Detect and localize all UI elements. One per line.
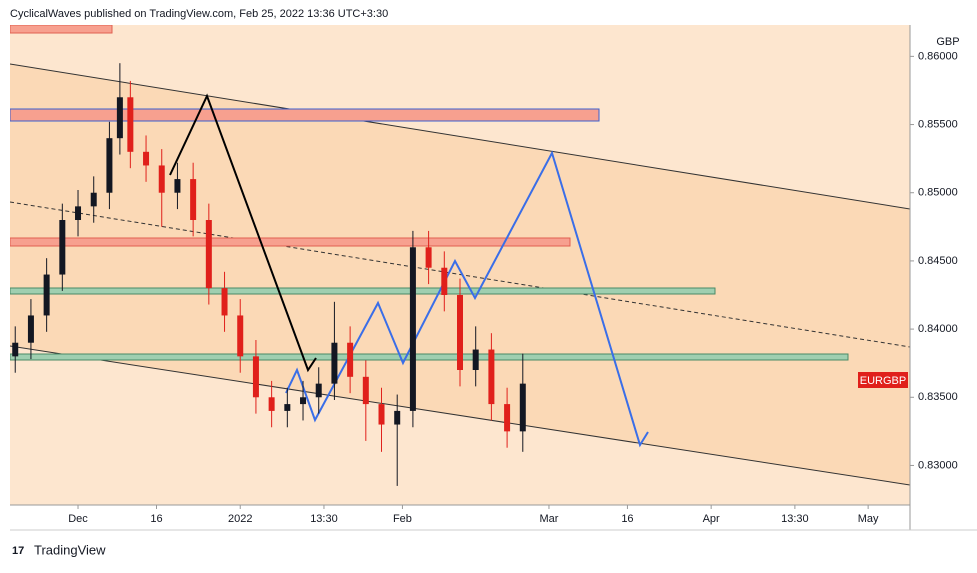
footer: TradingView	[34, 542, 106, 557]
candle-body	[409, 247, 416, 411]
wave-blue	[285, 150, 649, 448]
x-tick-label: Apr	[703, 513, 720, 525]
zone	[10, 108, 600, 122]
candle-body	[90, 192, 97, 207]
symbol-label: EURGBP	[860, 375, 906, 387]
candle-body	[519, 383, 526, 432]
logo: 17	[12, 545, 24, 557]
zone	[10, 25, 113, 34]
x-tick-label: 16	[621, 513, 633, 525]
candle-body	[252, 356, 259, 398]
y-tick-label: 0.84500	[918, 255, 958, 267]
candle-body	[425, 247, 432, 268]
candle-body	[394, 410, 401, 425]
candle-body	[174, 179, 181, 193]
header: CyclicalWaves published on TradingView.c…	[10, 8, 388, 20]
candle-body	[315, 383, 322, 398]
x-tick-label: 13:30	[781, 513, 809, 525]
candle-body	[12, 342, 19, 357]
candle-body	[27, 315, 34, 343]
candle-body	[75, 206, 82, 220]
zone	[10, 237, 571, 247]
currency: GBP	[936, 36, 959, 48]
candle-body	[190, 179, 197, 220]
candle-body	[284, 404, 291, 411]
channel-top	[10, 63, 910, 210]
zone	[10, 353, 849, 361]
candle-body	[116, 97, 123, 139]
drawings	[10, 25, 910, 486]
candle-body	[362, 376, 369, 405]
x-tick-label: 13:30	[310, 513, 338, 525]
candle-body	[127, 97, 134, 152]
candle-body	[504, 404, 511, 432]
channel-bottom	[10, 345, 910, 486]
candle-body	[158, 165, 165, 193]
x-tick-label: Mar	[539, 513, 558, 525]
candles	[12, 63, 526, 486]
candle-body	[143, 151, 150, 166]
y-tick-label: 0.84000	[918, 323, 958, 335]
candle-body	[331, 342, 338, 384]
candle-body	[268, 397, 275, 411]
candle-body	[488, 349, 495, 405]
y-tick-label: 0.85500	[918, 118, 958, 130]
candle-body	[221, 288, 228, 316]
y-tick-label: 0.83000	[918, 459, 958, 471]
candle-body	[378, 404, 385, 425]
y-tick-label: 0.85000	[918, 187, 958, 199]
wave-black	[169, 93, 317, 373]
candle-body	[457, 295, 463, 370]
y-tick-label: 0.86000	[918, 50, 958, 62]
x-tick-label: Feb	[393, 513, 412, 525]
candle-body	[59, 220, 66, 275]
candle-body	[205, 220, 212, 289]
candle-body	[237, 315, 244, 357]
candle-body	[441, 267, 448, 295]
candle-body	[347, 342, 354, 377]
candle-body	[472, 349, 479, 370]
x-tick-label: 16	[150, 513, 162, 525]
x-tick-label: 2022	[228, 513, 252, 525]
x-tick-label: May	[858, 513, 879, 525]
channel-mid	[10, 201, 910, 348]
x-tick-label: Dec	[68, 513, 88, 525]
candle-body	[106, 138, 113, 193]
zone	[10, 287, 716, 295]
candle-body	[43, 274, 50, 316]
candle-body	[300, 397, 307, 405]
y-tick-label: 0.83500	[918, 391, 958, 403]
symbol-label-bg	[858, 372, 908, 388]
